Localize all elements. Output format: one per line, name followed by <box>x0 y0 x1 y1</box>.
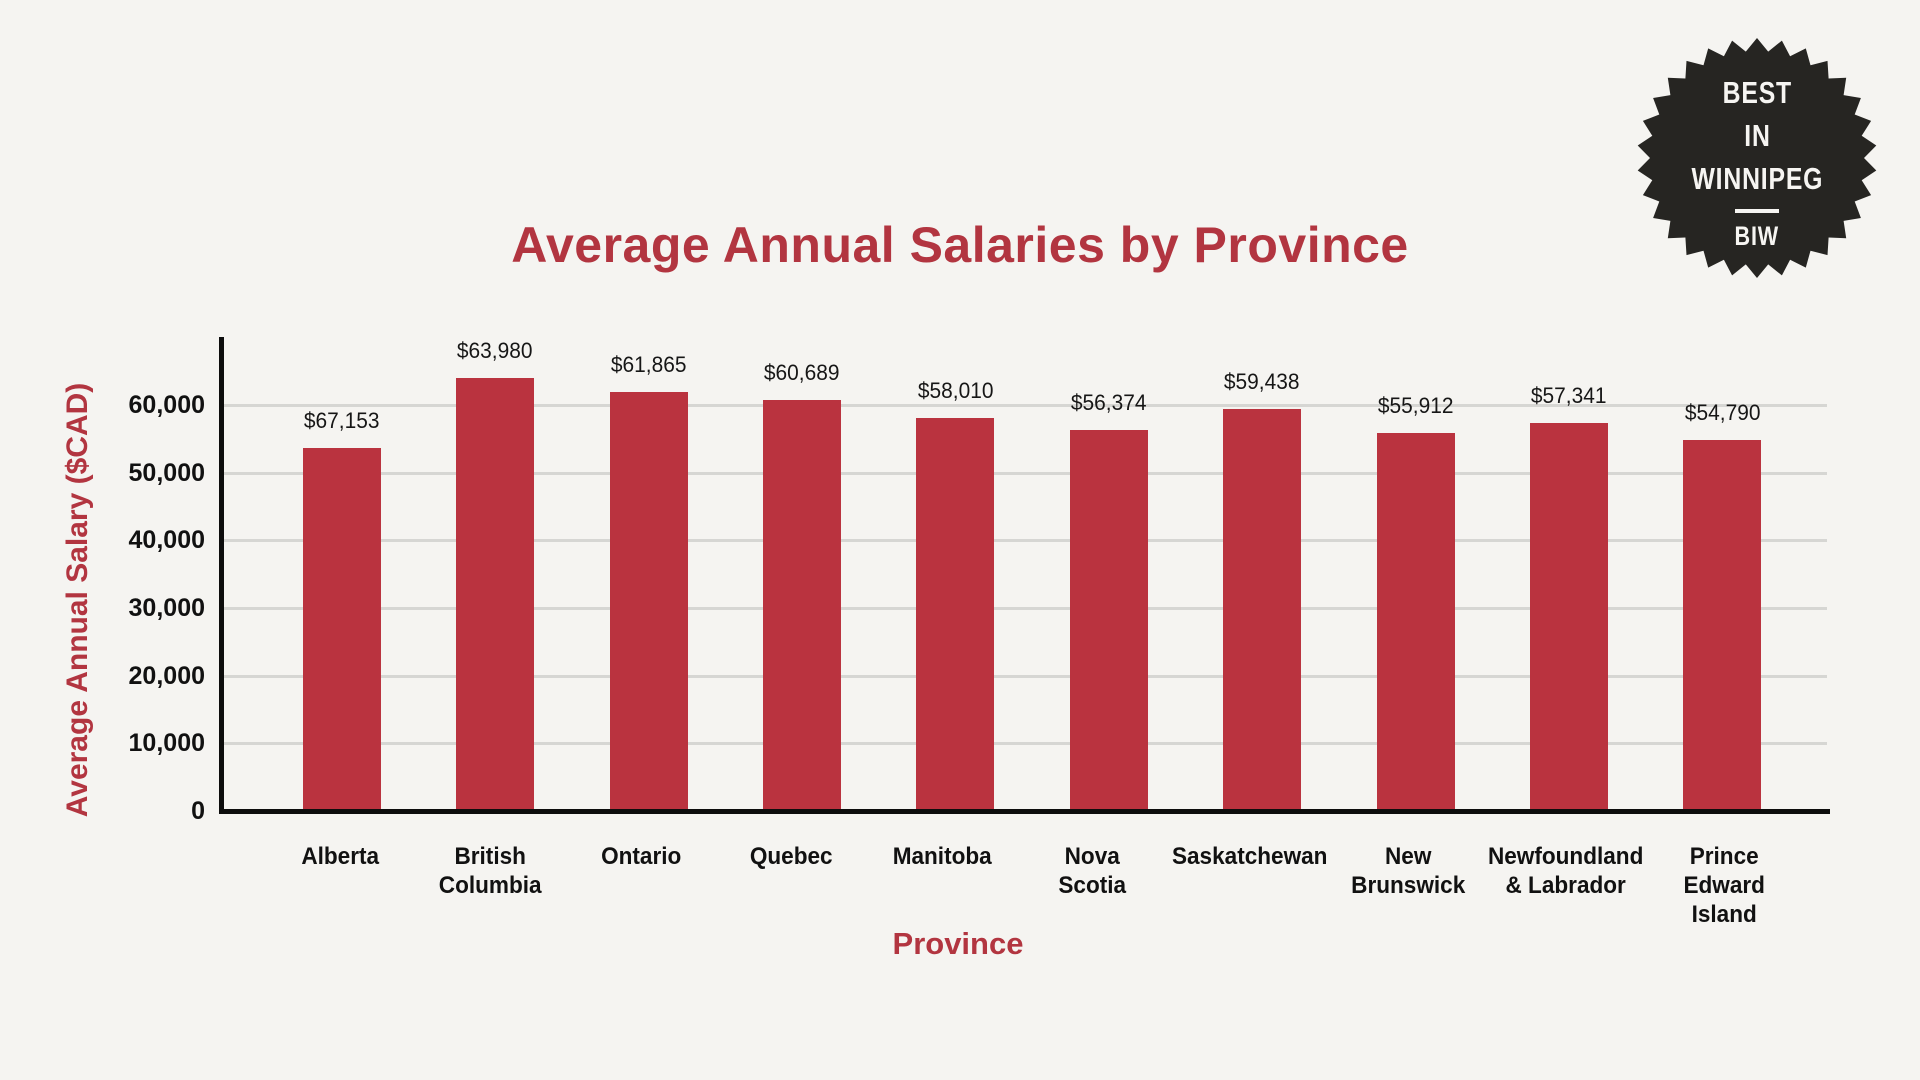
x-label-nova-scotia: Nova Scotia <box>1058 843 1127 899</box>
y-tick-50000: 50,000 <box>128 459 205 487</box>
x-axis-title: Province <box>892 926 1024 961</box>
bar-value: $57,341 <box>1531 383 1607 408</box>
bar-value: $60,689 <box>764 360 840 385</box>
x-label-manitoba: Manitoba <box>892 843 992 870</box>
best-in-winnipeg-badge: BEST IN WINNIPEG BIW <box>1637 38 1877 278</box>
plot-area: $67,153 $63,980 $61,865 $60,689 $58,010 … <box>265 337 1799 811</box>
x-label-british-columbia: British Columbia <box>439 843 543 899</box>
gridline-20000 <box>224 675 1827 678</box>
bar-slot: $56,374 <box>1032 337 1185 811</box>
y-tick-60000: 60,000 <box>128 391 205 419</box>
bar-saskatchewan <box>1223 409 1302 811</box>
bar-nova-scotia <box>1069 430 1148 811</box>
x-label-newfoundland-labrador: Newfoundland & Labrador <box>1488 843 1644 899</box>
badge-text: BEST IN WINNIPEG BIW <box>1637 38 1877 278</box>
bar-british-columbia <box>456 378 535 811</box>
bar-slot: $59,438 <box>1185 337 1338 811</box>
bar-value: $56,374 <box>1070 390 1147 415</box>
y-tick-10000: 10,000 <box>128 729 205 757</box>
x-label-quebec: Quebec <box>750 843 833 870</box>
gridline-30000 <box>224 607 1827 610</box>
starburst-seal-icon <box>1637 38 1877 278</box>
badge-line-best: BEST <box>1722 75 1792 110</box>
bar-value: $67,153 <box>303 408 380 433</box>
chart-title: Average Annual Salaries by Province <box>511 217 1409 273</box>
x-label-alberta: Alberta <box>301 843 380 870</box>
y-axis-line <box>219 337 224 814</box>
bar-slot: $57,341 <box>1492 337 1645 811</box>
bar-slot: $67,153 <box>265 337 418 811</box>
bar-value: $61,865 <box>610 352 687 377</box>
bar-prince-edward-island <box>1683 440 1762 811</box>
y-tick-0: 0 <box>191 797 205 825</box>
y-tick-20000: 20,000 <box>128 662 205 690</box>
x-label-prince-edward-island: Prince Edward Island <box>1683 843 1765 928</box>
bar-value: $54,790 <box>1684 400 1761 425</box>
bar-value: $55,912 <box>1377 393 1454 418</box>
gridline-60000 <box>224 404 1827 407</box>
badge-line-in: IN <box>1743 118 1771 153</box>
bar-ontario <box>609 392 688 811</box>
y-tick-40000: 40,000 <box>128 526 205 554</box>
gridline-50000 <box>224 472 1827 475</box>
bar-newfoundland-labrador <box>1529 423 1608 811</box>
bar-new-brunswick <box>1376 433 1455 811</box>
bar-slot: $54,790 <box>1646 337 1799 811</box>
bar-value: $63,980 <box>457 338 533 363</box>
gridline-40000 <box>224 539 1827 542</box>
bar-manitoba <box>916 418 995 811</box>
badge-divider <box>1735 209 1779 213</box>
x-label-saskatchewan: Saskatchewan <box>1172 843 1328 870</box>
bar-slot: $63,980 <box>418 337 571 811</box>
bar-quebec <box>762 400 841 811</box>
badge-abbr: BIW <box>1734 221 1780 251</box>
gridline-10000 <box>224 742 1827 745</box>
y-tick-30000: 30,000 <box>128 594 205 622</box>
badge-burst-polygon <box>1637 38 1877 278</box>
x-axis-labels: Alberta British Columbia Ontario Quebec … <box>265 842 1799 929</box>
x-axis-line <box>219 809 1830 814</box>
bar-value: $59,438 <box>1224 369 1300 394</box>
bar-alberta <box>302 448 381 811</box>
x-label-ontario: Ontario <box>600 843 682 870</box>
x-label-new-brunswick: New Brunswick <box>1351 843 1466 899</box>
bar-slot: $55,912 <box>1339 337 1492 811</box>
badge-line-winnipeg: WINNIPEG <box>1691 161 1823 196</box>
bar-slot: $61,865 <box>572 337 725 811</box>
bar-value: $58,010 <box>917 378 994 403</box>
bar-slot: $58,010 <box>879 337 1032 811</box>
bar-slot: $60,689 <box>725 337 878 811</box>
